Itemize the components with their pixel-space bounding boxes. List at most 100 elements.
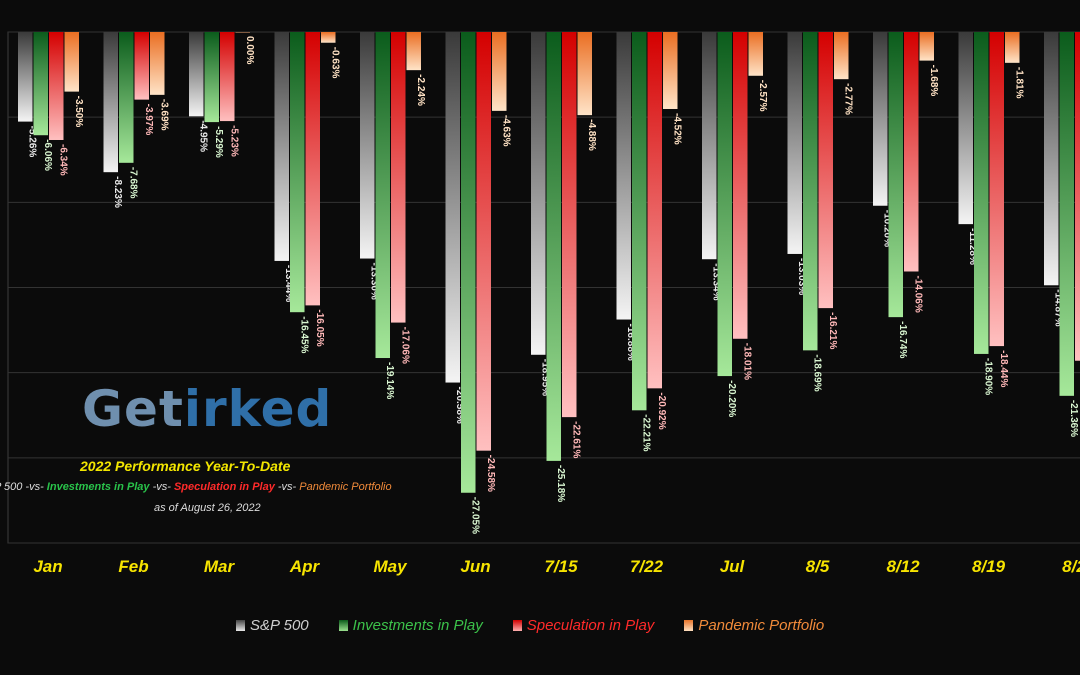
bar-value-label: -4.63% [500,115,511,147]
bar-value-label: -16.45% [298,316,309,353]
legend-item-pandemic: Pandemic Portfolio [684,617,824,634]
x-tick-label: 7/15 [544,557,578,576]
bar-value-label: -2.57% [757,80,768,112]
bar-s-p-500 [18,32,33,122]
bar-pandemic-portfolio [64,32,79,92]
chart-title: 2022 Performance Year-To-Date [80,458,291,474]
bar-speculation-in-play [305,32,320,306]
bar-value-label: -16.05% [314,309,325,346]
bar-value-label: -1.81% [1013,67,1024,99]
as-of-date: as of August 26, 2022 [154,502,261,514]
x-tick-label: Jan [33,557,62,576]
x-tick-label: Apr [289,557,321,576]
bar-speculation-in-play [220,32,235,122]
logo-part-get: Get [82,380,184,438]
bar-value-label: -3.69% [158,99,169,131]
bar-value-label: -2.24% [415,74,426,106]
bar-speculation-in-play [904,32,919,272]
bar-value-label: -2.77% [842,83,853,115]
bar-value-label: -18.95% [539,359,550,396]
bar-value-label: -4.95% [197,120,208,152]
bar-value-label: -7.68% [127,167,138,199]
bar-value-label: -19.14% [384,362,395,399]
bar-value-label: -14.87% [1052,289,1063,326]
x-tick-label: 8/19 [972,557,1006,576]
bar-speculation-in-play [476,32,491,451]
bar-s-p-500 [873,32,888,206]
subtitle-speculation: Speculation in Play [173,481,275,493]
bar-speculation-in-play [391,32,406,323]
x-tick-label: 8/5 [806,557,830,576]
bar-value-label: -18.90% [982,358,993,395]
bar-value-label: -3.97% [143,104,154,136]
x-tick-label: Jul [720,557,746,576]
legend-swatch-icon [236,620,245,631]
bar-investments-in-play [803,32,818,351]
bar-value-label: -20.92% [656,392,667,429]
subtitle-investments: Investments in Play [46,481,150,493]
bar-s-p-500 [616,32,631,320]
bar-speculation-in-play [989,32,1004,347]
bar-value-label: -20.20% [726,380,737,417]
bar-investments-in-play [546,32,561,461]
bar-s-p-500 [103,32,118,173]
bar-value-label: -4.88% [586,119,597,151]
bar-investments-in-play [888,32,903,318]
bar-investments-in-play [717,32,732,377]
bar-investments-in-play [375,32,390,359]
bar-speculation-in-play [1075,32,1080,361]
bar-pandemic-portfolio [235,32,250,33]
bar-value-label: -14.06% [912,275,923,312]
bar-pandemic-portfolio [321,32,336,43]
bar-value-label: -18.01% [741,343,752,380]
x-tick-label: May [373,557,408,576]
legend-item-speculation: Speculation in Play [512,617,654,634]
x-tick-label: 8/2 [1062,557,1080,576]
bar-pandemic-portfolio [492,32,507,111]
bar-speculation-in-play [818,32,833,309]
bar-value-label: -18.44% [998,350,1009,387]
bar-investments-in-play [119,32,134,163]
bar-s-p-500 [958,32,973,225]
bar-pandemic-portfolio [748,32,763,76]
bar-s-p-500 [531,32,546,355]
bar-value-label: -27.05% [469,497,480,534]
bar-value-label: -1.68% [928,65,939,97]
bar-value-label: -21.36% [1068,400,1079,437]
legend-swatch-icon [512,620,522,631]
subtitle-sp500: P 500 [0,481,23,493]
bar-s-p-500 [360,32,375,259]
legend-label: Investments in Play [352,617,483,634]
bar-value-label: -22.21% [640,414,651,451]
bar-value-label: 0.00% [244,36,255,64]
bar-value-label: -16.74% [897,321,908,358]
bar-value-label: -13.03% [796,258,807,295]
bar-speculation-in-play [562,32,577,418]
logo-part-i: i [183,380,202,438]
bar-value-label: -17.06% [399,327,410,364]
subtitle-pandemic: Pandemic Portfolio [299,481,392,493]
bar-speculation-in-play [733,32,748,339]
bar-pandemic-portfolio [150,32,165,95]
bar-value-label: -8.23% [112,176,123,208]
bar-value-label: -13.30% [368,263,379,300]
bar-s-p-500 [1044,32,1059,286]
bar-value-label: -0.63% [329,47,340,79]
bar-speculation-in-play [647,32,662,389]
bar-pandemic-portfolio [577,32,592,116]
bar-value-label: -6.34% [57,144,68,176]
bar-pandemic-portfolio [919,32,934,61]
subtitle-separator: -vs- [25,481,44,493]
bar-investments-in-play [33,32,48,136]
bar-pandemic-portfolio [834,32,849,80]
x-tick-label: Mar [204,557,236,576]
legend-item-sp500: S&P 500 [236,617,309,634]
chart-subtitle: P 500 -vs- Investments in Play -vs- Spec… [0,481,392,493]
bar-value-label: -11.28% [967,228,978,265]
bar-value-label: -20.58% [454,387,465,424]
bar-investments-in-play [461,32,476,493]
bar-investments-in-play [204,32,219,123]
bar-s-p-500 [189,32,204,117]
bar-speculation-in-play [134,32,149,100]
